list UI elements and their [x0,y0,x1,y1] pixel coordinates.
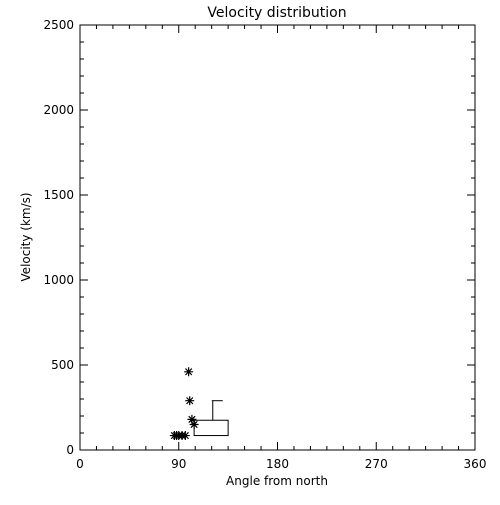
y-tick-label: 2500 [43,18,74,32]
data-point [187,414,197,424]
y-tick-label: 1500 [43,188,74,202]
data-point [189,420,199,429]
data-point [185,396,195,406]
data-points [169,367,199,441]
box-plot [193,400,229,437]
x-tick-label: 90 [171,457,186,471]
y-tick-label: 1000 [43,273,74,287]
data-point [184,367,194,377]
x-tick-label: 270 [365,457,388,471]
x-tick-label: 0 [76,457,84,471]
y-tick-label: 0 [66,443,74,457]
data-point [180,431,190,441]
y-tick-label: 500 [51,358,74,372]
plot-frame [79,24,476,451]
chart-title: Velocity distribution [207,5,346,21]
x-tick-label: 360 [464,457,487,471]
x-tick-label: 180 [266,457,289,471]
y-tick-label: 2000 [43,103,74,117]
axis-ticks: 0 90 180 270 360 0 500 1000 1500 2000 2500 [43,18,486,471]
y-axis-label: Velocity (km/s) [19,192,33,281]
box-rect [193,419,229,437]
x-axis-label: Angle from north [226,474,328,488]
